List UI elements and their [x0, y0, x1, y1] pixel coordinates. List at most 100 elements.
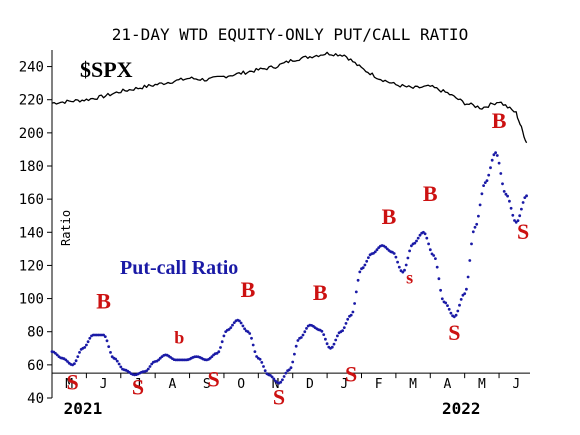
x-month-label: N [272, 377, 280, 392]
ratio-point [145, 369, 149, 373]
ratio-point [83, 346, 87, 349]
ratio-point [296, 339, 300, 342]
ratio-point [413, 241, 417, 245]
ratio-point [446, 304, 449, 307]
ratio-point [514, 220, 518, 224]
ratio-point [415, 239, 418, 243]
x-month-label: O [237, 377, 245, 392]
ratio-point [294, 344, 298, 348]
ratio-point [88, 336, 92, 340]
ratio-point [334, 338, 338, 342]
ratio-point [485, 179, 489, 183]
ratio-point [403, 268, 406, 272]
ratio-point [279, 380, 283, 384]
y-tick-label: 200 [19, 126, 44, 142]
ratio-point [342, 326, 346, 329]
ratio-point [246, 330, 250, 334]
ratio-point [117, 362, 121, 366]
ratio-point [220, 340, 224, 344]
ratio-point [146, 367, 150, 371]
ratio-point [475, 222, 479, 226]
ratio-point [456, 309, 460, 313]
ratio-point [270, 375, 274, 379]
ratio-point [354, 290, 358, 294]
ratio-point [55, 353, 59, 357]
ratio-point [463, 292, 467, 295]
ratio-point [260, 361, 264, 364]
signal-label: B [241, 277, 256, 302]
ratio-point [351, 310, 355, 314]
ratio-point [222, 334, 226, 338]
ratio-point [210, 355, 214, 358]
x-axis: M J J A S O N D J F M A M J 2021 2022 [51, 372, 530, 418]
ratio-point [54, 351, 57, 355]
y-tick-label: 40 [27, 391, 44, 407]
ratio-point [468, 259, 472, 262]
x-month-label: F [375, 377, 383, 392]
ratio-point [418, 233, 422, 237]
ratio-point [109, 351, 112, 354]
ratio-point [251, 343, 255, 347]
year-label: 2022 [442, 399, 481, 418]
ratio-point [490, 158, 494, 162]
ratio-point [410, 244, 413, 248]
ratio-point [255, 355, 258, 358]
ratio-point [520, 207, 523, 211]
signal-label: B [313, 280, 328, 305]
ratio-point [508, 199, 511, 203]
ratio-point [518, 214, 522, 218]
ratio-point [504, 192, 508, 196]
signal-label: S [345, 361, 357, 386]
ratio-point [248, 332, 252, 335]
x-month-label: S [203, 377, 211, 392]
ratio-point [358, 270, 362, 274]
ratio-point [332, 342, 336, 346]
ratio-point [478, 203, 482, 207]
ratio-points [50, 151, 528, 385]
ratio-point [459, 298, 463, 301]
ratio-point [394, 255, 398, 259]
ratio-point [148, 365, 152, 368]
spx-series-label: $SPX [80, 57, 133, 82]
ratio-point [232, 321, 236, 324]
x-month-label: M [65, 377, 73, 392]
ratio-point [217, 350, 221, 354]
ratio-point [461, 293, 465, 297]
x-month-label: M [409, 377, 417, 392]
ratio-point [404, 263, 408, 267]
ratio-point [365, 259, 369, 263]
ratio-point [516, 219, 520, 223]
x-month-label: J [134, 377, 142, 392]
ratio-point [483, 181, 487, 185]
ratio-point [406, 256, 410, 260]
signal-label: S [273, 385, 285, 410]
ratio-point [115, 359, 119, 363]
ratio-point [361, 266, 365, 270]
ratio-point [293, 352, 296, 356]
ratio-point [449, 311, 453, 315]
y-tick-label: 160 [19, 192, 44, 208]
ratio-point [330, 345, 334, 349]
ratio-point [502, 190, 506, 193]
ratio-point [454, 313, 458, 317]
year-label: 2021 [64, 399, 103, 418]
signal-label: S [132, 375, 144, 400]
ratio-point [375, 248, 379, 252]
ratio-point [466, 275, 470, 279]
y-tick-label: 140 [19, 225, 44, 241]
ratio-point [289, 366, 293, 370]
x-month-label: J [512, 377, 520, 392]
ratio-point [384, 245, 387, 249]
ratio-point [437, 277, 441, 281]
ratio-point [85, 343, 88, 347]
ratio-point [511, 213, 515, 217]
signal-annotations: S B Sb S B S B S Bs B S B S [67, 108, 530, 410]
chart-title: 21-DAY WTD EQUITY-ONLY PUT/CALL RATIO [112, 25, 468, 44]
ratio-point [489, 166, 492, 170]
ratio-point [258, 357, 262, 361]
ratio-point [73, 362, 76, 366]
x-month-label: A [444, 377, 452, 392]
y-tick-label: 120 [19, 258, 44, 274]
ratio-point [480, 192, 484, 196]
ratio-point [243, 327, 247, 331]
